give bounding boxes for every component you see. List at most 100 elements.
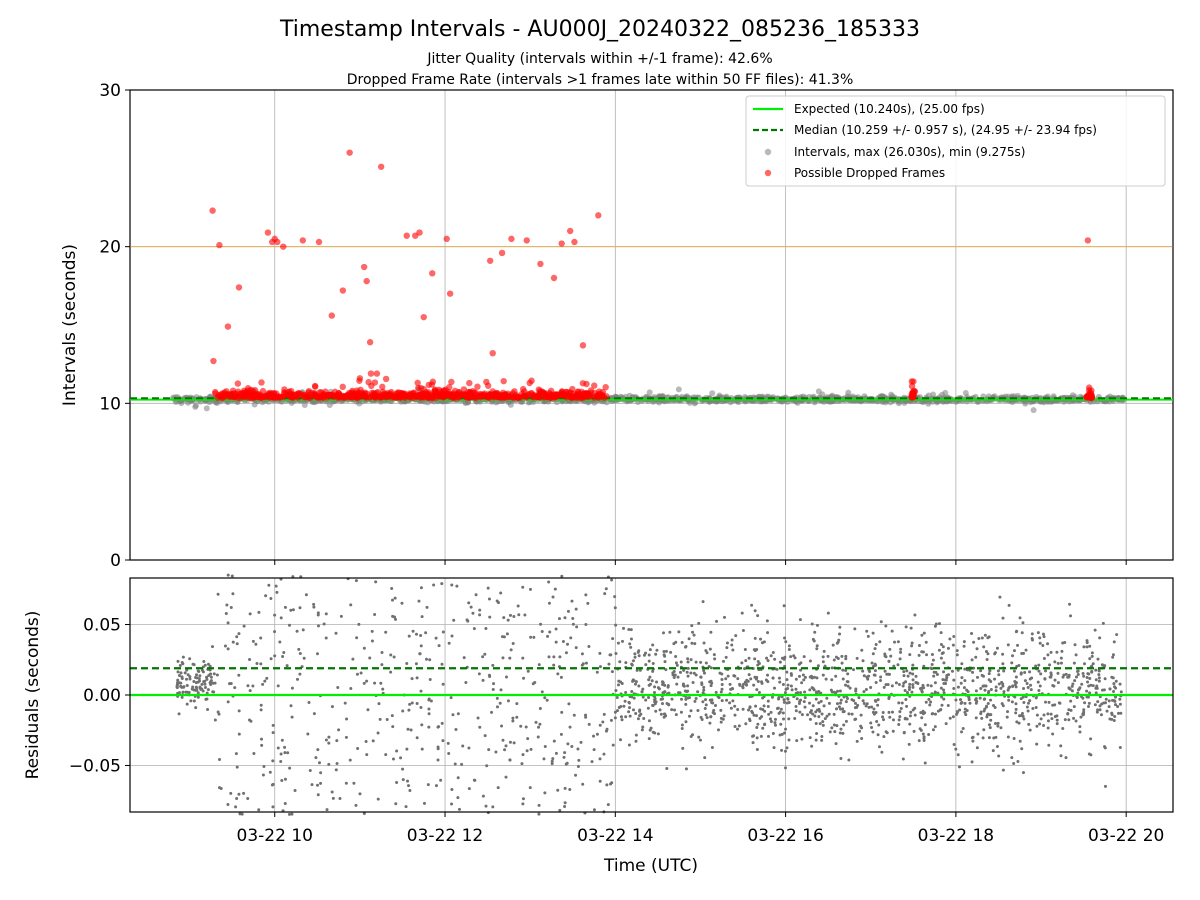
residual-point bbox=[436, 725, 440, 729]
residual-point bbox=[844, 700, 848, 704]
dropped-point bbox=[403, 232, 410, 239]
residual-point bbox=[196, 691, 200, 695]
dropped-point bbox=[472, 394, 480, 401]
residual-point bbox=[598, 723, 602, 727]
residual-point bbox=[839, 727, 843, 731]
residual-point bbox=[205, 675, 209, 679]
residual-point bbox=[1006, 643, 1010, 647]
dropped-point bbox=[274, 393, 282, 400]
residual-point bbox=[971, 679, 975, 683]
residual-point bbox=[1007, 603, 1011, 607]
residual-point bbox=[576, 765, 580, 769]
dropped-point bbox=[471, 389, 478, 396]
residual-point bbox=[770, 695, 774, 699]
residual-point bbox=[786, 683, 790, 687]
residual-point bbox=[570, 745, 574, 749]
residual-point bbox=[349, 687, 353, 691]
residual-point bbox=[962, 644, 966, 648]
dropped-point bbox=[509, 394, 517, 401]
residual-point bbox=[814, 697, 818, 701]
residual-point bbox=[521, 656, 525, 660]
residual-point bbox=[782, 604, 786, 608]
residual-point bbox=[773, 723, 777, 727]
residual-point bbox=[871, 631, 875, 635]
residual-point bbox=[264, 594, 268, 598]
residual-point bbox=[1094, 686, 1098, 690]
residual-point bbox=[1097, 673, 1101, 677]
residual-point bbox=[177, 681, 181, 685]
residual-point bbox=[779, 707, 783, 711]
residual-point bbox=[846, 680, 850, 684]
residual-point bbox=[316, 613, 320, 617]
residual-point bbox=[673, 673, 677, 677]
residual-point bbox=[1037, 688, 1041, 692]
residual-point bbox=[729, 687, 733, 691]
residual-point bbox=[693, 642, 697, 646]
residual-point bbox=[904, 697, 908, 701]
residual-point bbox=[886, 672, 890, 676]
residual-point bbox=[700, 717, 704, 721]
residual-point bbox=[525, 749, 529, 753]
residual-point bbox=[566, 609, 570, 613]
residual-point bbox=[684, 645, 688, 649]
residual-point bbox=[295, 629, 299, 633]
residual-point bbox=[890, 684, 894, 688]
residual-point bbox=[1013, 679, 1017, 683]
residual-point bbox=[905, 669, 909, 673]
residual-point bbox=[352, 781, 356, 785]
residual-point bbox=[874, 680, 878, 684]
residual-point bbox=[419, 586, 423, 590]
residual-point bbox=[963, 667, 967, 671]
residual-point bbox=[260, 743, 264, 747]
residual-point bbox=[286, 751, 290, 755]
residual-point bbox=[874, 699, 878, 703]
residual-point bbox=[1090, 654, 1094, 658]
residual-point bbox=[1016, 759, 1020, 763]
residual-point bbox=[616, 641, 620, 645]
residual-point bbox=[908, 653, 912, 657]
residual-point bbox=[1038, 641, 1042, 645]
residual-point bbox=[704, 713, 708, 717]
residual-point bbox=[605, 727, 609, 731]
residual-point bbox=[206, 708, 210, 712]
residual-point bbox=[857, 696, 861, 700]
residual-point bbox=[806, 713, 810, 717]
residual-point bbox=[183, 671, 187, 675]
residual-point bbox=[780, 748, 784, 752]
dropped-point bbox=[584, 393, 591, 400]
residual-point bbox=[638, 714, 642, 718]
y-tick-label: 30 bbox=[99, 81, 121, 101]
residual-point bbox=[418, 652, 422, 656]
residual-point bbox=[1046, 653, 1050, 657]
residual-point bbox=[554, 640, 558, 644]
residual-point bbox=[186, 673, 190, 677]
residual-point bbox=[1024, 648, 1028, 652]
residual-point bbox=[629, 628, 633, 632]
residual-point bbox=[753, 609, 757, 613]
residual-point bbox=[766, 680, 770, 684]
residual-point bbox=[556, 672, 560, 676]
residual-point bbox=[287, 623, 291, 627]
dropped-point bbox=[443, 235, 450, 243]
residual-point bbox=[560, 574, 564, 578]
residual-point bbox=[1094, 668, 1098, 672]
residual-point bbox=[756, 722, 760, 726]
residual-point bbox=[1090, 669, 1094, 673]
residual-point bbox=[1042, 724, 1046, 728]
residual-point bbox=[1014, 685, 1018, 689]
dropped-point bbox=[312, 393, 320, 401]
residual-point bbox=[1086, 680, 1090, 684]
residual-point bbox=[893, 640, 897, 644]
residual-point bbox=[789, 672, 793, 676]
residual-point bbox=[930, 653, 934, 657]
residual-point bbox=[647, 683, 651, 687]
x-tick-label: 03-22 20 bbox=[1088, 826, 1164, 846]
residual-point bbox=[686, 674, 690, 678]
residual-point bbox=[195, 688, 199, 692]
residual-point bbox=[815, 623, 819, 627]
residual-point bbox=[1022, 651, 1026, 655]
residual-point bbox=[803, 696, 807, 700]
residual-point bbox=[719, 690, 723, 694]
residual-point bbox=[714, 704, 718, 708]
residual-point bbox=[928, 703, 932, 707]
